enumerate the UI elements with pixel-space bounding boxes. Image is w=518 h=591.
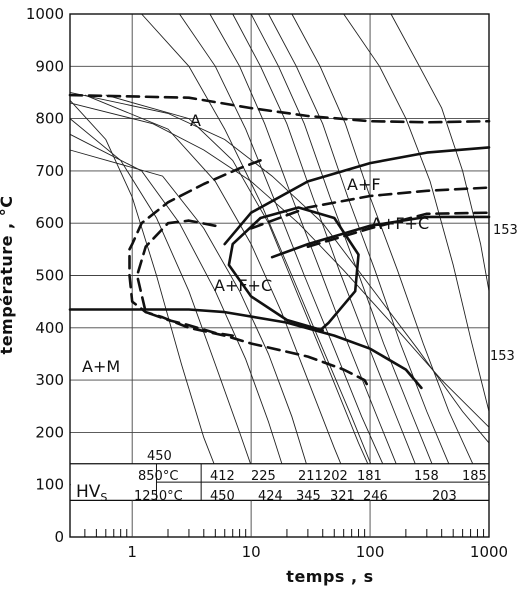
hv-label: HVS	[76, 482, 107, 504]
cooling-curve	[232, 13, 420, 475]
cooling-curve	[105, 94, 380, 491]
y-tick-label: 200	[35, 423, 64, 441]
transformation-curve-2	[249, 186, 491, 230]
hv850-value: 412	[210, 469, 235, 484]
cooling-curve	[141, 13, 376, 475]
tick-labels: 0 100 200 300 400 500 600 700 800 900 1000 1 10 100 10…	[26, 5, 508, 561]
x-tick-label: 10	[242, 543, 261, 561]
hv850-value: 211	[298, 469, 323, 484]
cooling-curve	[179, 13, 388, 475]
y-tick-label: 400	[35, 319, 64, 337]
y-tick-label: 0	[54, 528, 64, 546]
y-tick-label: 800	[35, 110, 64, 128]
hv850-value: 225	[251, 469, 276, 484]
cooling-curve	[291, 13, 478, 475]
x-tick-label: 100	[356, 543, 385, 561]
hv1250-value: 450	[210, 489, 235, 504]
y-tick-label: 700	[35, 162, 64, 180]
grid-layer	[70, 14, 489, 537]
hv850-value: 181	[357, 469, 382, 484]
y-tick-label: 900	[35, 57, 64, 75]
transformation-curve-8	[227, 206, 360, 332]
region-label-afc-right: A+F+C	[371, 214, 429, 233]
region-label-afc-inner: A+F+C	[214, 276, 272, 295]
cooling-curve	[69, 99, 221, 480]
row-label-1250: 1250°C	[134, 489, 183, 504]
hv850-value: 158	[414, 469, 439, 484]
cooling-curve	[390, 13, 490, 292]
y-tick-label: 1000	[26, 5, 64, 23]
y-axis-title: température , °C	[0, 196, 16, 355]
hv1250-value: 345	[296, 489, 321, 504]
right-label-153-upper: 153	[493, 223, 518, 238]
cooling-curve	[209, 13, 401, 475]
cooling-curve	[69, 91, 490, 444]
region-label-a: A	[190, 111, 201, 130]
transformation-curve-7	[68, 308, 423, 390]
x-axis-title: temps , s	[286, 567, 373, 586]
y-tick-label: 100	[35, 476, 64, 494]
cooling-curve	[69, 102, 490, 428]
cooling-curve	[69, 133, 288, 480]
transformation-curve-0	[68, 93, 491, 124]
cooling-curve	[84, 94, 353, 491]
hv1250-value: 424	[258, 489, 283, 504]
y-tick-label: 600	[35, 214, 64, 232]
x-tick-label: 1	[127, 543, 137, 561]
y-tick-label: 500	[35, 267, 64, 285]
plot-frame	[69, 13, 490, 538]
transformation-curve-3	[270, 215, 491, 259]
y-tick-label: 300	[35, 371, 64, 389]
cooling-curve	[343, 13, 490, 412]
transformation-curve-5	[128, 159, 369, 387]
hv850-value: 185	[462, 469, 487, 484]
x-tick-label: 1000	[470, 543, 508, 561]
region-label-af: A+F	[347, 175, 381, 194]
right-label-153-lower: 153	[490, 349, 515, 364]
row-label-850: 850°C	[138, 469, 178, 484]
table-layer	[70, 463, 489, 537]
cooling-curve	[268, 13, 454, 475]
thin-curves-layer	[69, 13, 490, 491]
hv1250-value: 246	[363, 489, 388, 504]
transformation-curve-4	[306, 211, 491, 248]
transformation-curve-6	[135, 219, 234, 337]
bold-curves-layer	[68, 93, 491, 390]
table-bottom-band	[71, 501, 488, 536]
transformation-curve-1	[223, 146, 491, 246]
hv1250-value: 203	[432, 489, 457, 504]
hv1250-value: 321	[330, 489, 355, 504]
cooling-curve	[69, 149, 312, 480]
hv850-value: 202	[323, 469, 348, 484]
label-450: 450	[147, 449, 172, 464]
region-label-am: A+M	[82, 357, 120, 376]
